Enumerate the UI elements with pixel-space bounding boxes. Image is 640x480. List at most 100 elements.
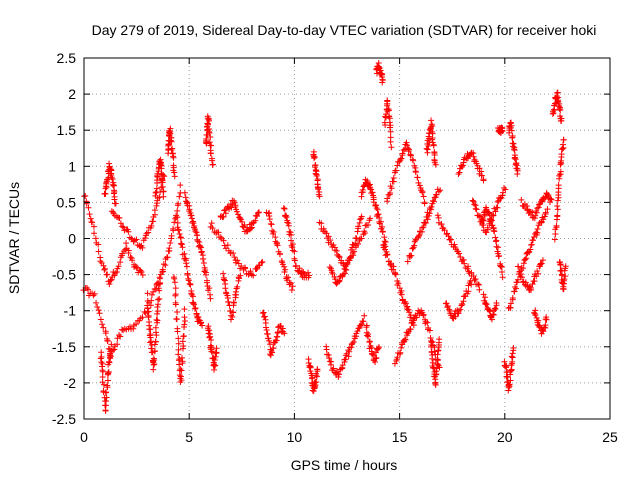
- data-point: [495, 252, 502, 259]
- data-point: [479, 216, 486, 223]
- data-point: [185, 277, 192, 284]
- data-point: [432, 161, 439, 168]
- data-point: [336, 254, 343, 261]
- data-series-track: [165, 125, 178, 180]
- data-point: [493, 237, 500, 244]
- data-point: [431, 150, 438, 157]
- data-point: [424, 216, 431, 223]
- data-point: [387, 128, 394, 135]
- data-point: [180, 333, 187, 340]
- data-point: [352, 240, 359, 247]
- data-point: [428, 117, 435, 124]
- data-point: [171, 169, 178, 176]
- data-point: [192, 228, 199, 235]
- data-point: [171, 279, 178, 286]
- data-point: [265, 210, 272, 217]
- data-point: [507, 377, 514, 384]
- data-point: [116, 214, 123, 221]
- data-point: [222, 285, 229, 292]
- data-point: [413, 314, 420, 321]
- data-point: [108, 341, 115, 348]
- data-point: [384, 195, 391, 202]
- data-point: [419, 189, 426, 196]
- data-point: [174, 207, 181, 214]
- data-series-track: [263, 209, 296, 294]
- y-tick-label: -1.5: [52, 339, 76, 355]
- data-point: [387, 190, 394, 197]
- data-point: [349, 340, 356, 347]
- data-point: [360, 318, 367, 325]
- data-point: [150, 355, 157, 362]
- data-point: [112, 200, 119, 207]
- data-point: [139, 244, 146, 251]
- data-point: [160, 268, 167, 275]
- data-point: [150, 358, 157, 365]
- data-point: [338, 365, 345, 372]
- data-point: [509, 134, 516, 141]
- data-point: [265, 335, 272, 342]
- data-series-track: [220, 270, 244, 323]
- data-point: [289, 247, 296, 254]
- data-point: [195, 313, 202, 320]
- data-point: [409, 319, 416, 326]
- data-point: [388, 144, 395, 151]
- data-point: [108, 276, 115, 283]
- data-point: [289, 244, 296, 251]
- data-point: [209, 225, 216, 232]
- data-point: [208, 336, 215, 343]
- data-series-track: [505, 206, 551, 311]
- data-point: [384, 100, 391, 107]
- data-series-track: [363, 322, 383, 366]
- data-point: [562, 263, 569, 270]
- data-point: [155, 285, 162, 292]
- y-tick-label: 2.5: [57, 50, 77, 66]
- data-point: [560, 136, 567, 143]
- data-point: [168, 138, 175, 145]
- data-point: [434, 212, 441, 219]
- data-series-track: [442, 278, 475, 322]
- data-point: [366, 338, 373, 345]
- data-point: [488, 316, 495, 323]
- data-point: [265, 337, 272, 344]
- data-point: [280, 205, 287, 212]
- data-point: [269, 227, 276, 234]
- data-point: [558, 146, 565, 153]
- data-point: [492, 305, 499, 312]
- data-point: [498, 128, 504, 135]
- data-series-track: [207, 220, 266, 279]
- data-point: [166, 245, 173, 252]
- data-point: [338, 257, 345, 264]
- data-point: [344, 260, 351, 267]
- data-series-track: [280, 205, 313, 281]
- data-point: [330, 365, 337, 372]
- data-point: [528, 241, 535, 248]
- data-point: [259, 258, 266, 265]
- data-point: [306, 272, 313, 279]
- data-point: [164, 254, 171, 261]
- data-point: [354, 228, 361, 235]
- data-series-track: [305, 356, 321, 395]
- data-point: [529, 281, 536, 288]
- data-series-track: [173, 212, 206, 329]
- data-point: [528, 285, 535, 292]
- data-point: [206, 285, 213, 292]
- data-point: [424, 146, 431, 153]
- data-point: [333, 368, 340, 375]
- data-point: [499, 189, 506, 196]
- data-point: [129, 257, 136, 264]
- data-point: [177, 366, 184, 373]
- data-series-track: [515, 257, 546, 294]
- data-point: [220, 237, 227, 244]
- data-point: [170, 154, 177, 161]
- data-point: [356, 219, 363, 226]
- data-point: [199, 322, 206, 329]
- data-point: [357, 216, 364, 223]
- data-point: [167, 137, 174, 144]
- data-point: [255, 209, 262, 216]
- data-point: [172, 292, 179, 299]
- data-point: [152, 189, 159, 196]
- data-point: [106, 281, 113, 288]
- data-point: [520, 260, 527, 267]
- data-point: [343, 267, 350, 274]
